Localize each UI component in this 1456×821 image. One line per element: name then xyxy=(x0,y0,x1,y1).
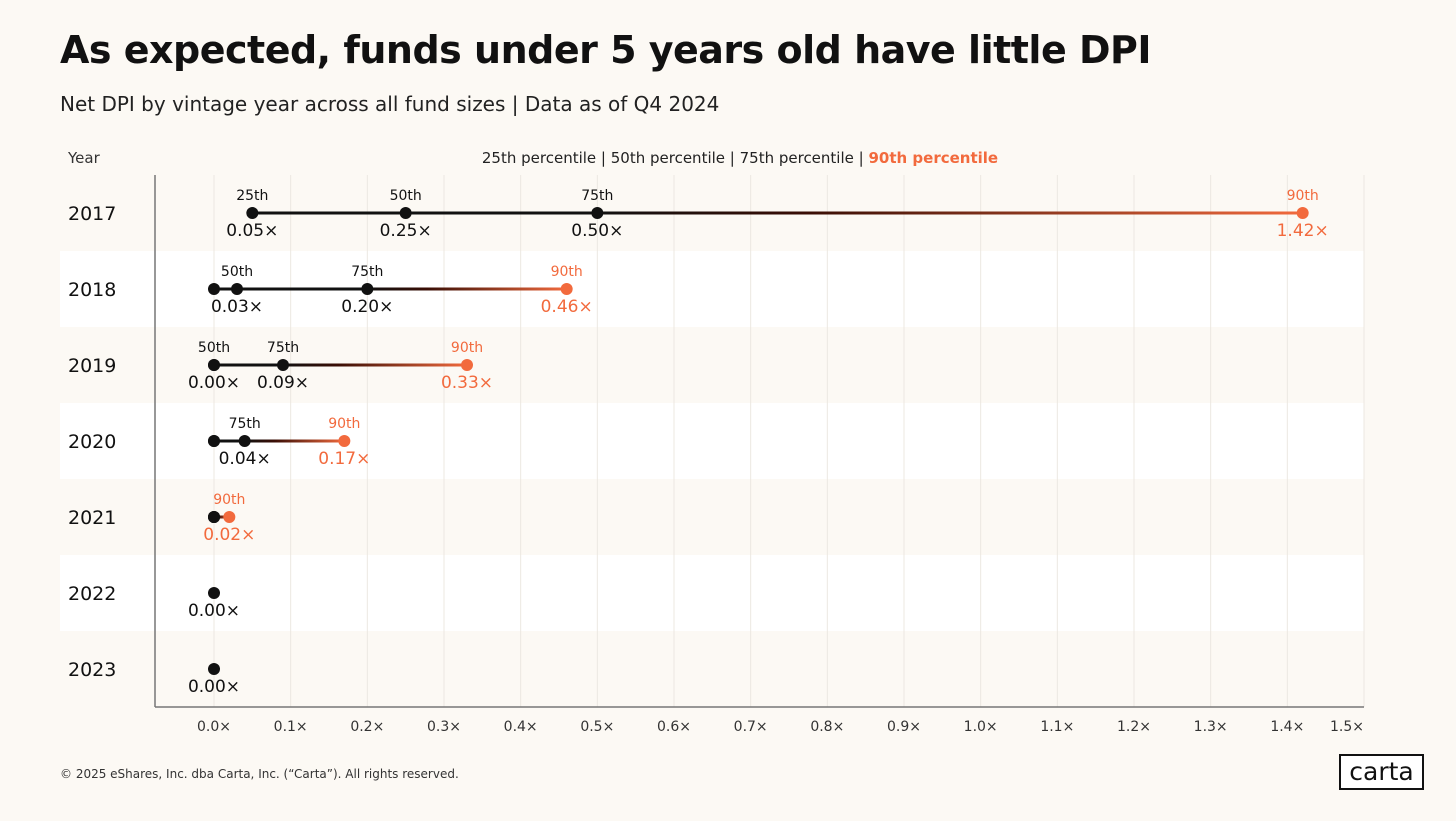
x-tick-label: 1.1× xyxy=(1040,719,1074,735)
percentile-label: 25th xyxy=(236,188,268,204)
percentile-label: 90th xyxy=(451,340,483,356)
year-label: 2017 xyxy=(68,203,116,225)
percentile-label: 75th xyxy=(351,264,383,280)
legend-separator: | xyxy=(596,149,611,167)
value-label: 0.46× xyxy=(541,297,593,317)
point-50th xyxy=(208,359,220,371)
point-75th xyxy=(238,435,251,447)
percentile-label: 90th xyxy=(1287,188,1319,204)
x-tick-label: 0.2× xyxy=(350,719,384,735)
chart-subtitle: Net DPI by vintage year across all fund … xyxy=(60,92,720,116)
point-90th xyxy=(1296,207,1309,219)
x-tick-label: 0.0× xyxy=(197,719,231,735)
point-50th xyxy=(399,207,412,219)
x-tick-label: 1.2× xyxy=(1117,719,1151,735)
point-50th xyxy=(231,283,243,295)
year-label: 2020 xyxy=(68,431,116,453)
x-tick-label: 0.5× xyxy=(580,719,614,735)
copyright-footer: © 2025 eShares, Inc. dba Carta, Inc. (“C… xyxy=(60,767,459,781)
chart-title: As expected, funds under 5 years old hav… xyxy=(60,28,1152,72)
legend: 25th percentile | 50th percentile | 75th… xyxy=(482,149,998,167)
percentile-label: 50th xyxy=(198,340,230,356)
point-all xyxy=(208,663,220,675)
year-label: 2019 xyxy=(68,355,116,377)
year-label: 2021 xyxy=(68,507,116,529)
legend-separator: | xyxy=(725,149,740,167)
value-label: 0.05× xyxy=(226,221,278,241)
legend-item: 25th percentile xyxy=(482,149,596,167)
point-90th xyxy=(560,283,573,295)
point-75th xyxy=(277,359,289,371)
year-label: 2018 xyxy=(68,279,116,301)
point-50th xyxy=(208,435,220,447)
x-tick-label: 1.5× xyxy=(1330,719,1364,735)
percentile-label: 50th xyxy=(390,188,422,204)
percentile-label: 75th xyxy=(229,416,261,432)
percentile-label: 90th xyxy=(213,492,245,508)
legend-item: 75th percentile xyxy=(740,149,854,167)
value-label: 0.00× xyxy=(188,677,240,697)
point-90th xyxy=(223,511,236,523)
point-25th xyxy=(246,207,259,219)
carta-logo: carta xyxy=(1339,754,1424,790)
value-label: 0.00× xyxy=(188,373,240,393)
x-tick-label: 0.4× xyxy=(504,719,538,735)
point-90th xyxy=(461,359,473,371)
x-tick-label: 0.9× xyxy=(887,719,921,735)
row-band xyxy=(60,555,1364,631)
point-75th xyxy=(361,283,374,295)
x-tick-label: 0.8× xyxy=(810,719,844,735)
point-90th xyxy=(338,435,351,447)
x-tick-label: 1.4× xyxy=(1270,719,1304,735)
value-label: 0.17× xyxy=(318,449,370,469)
point-all xyxy=(208,587,220,599)
value-label: 0.00× xyxy=(188,601,240,621)
percentile-label: 50th xyxy=(221,264,253,280)
value-label: 0.02× xyxy=(203,525,255,545)
percentile-label: 90th xyxy=(551,264,583,280)
value-label: 0.03× xyxy=(211,297,263,317)
point-25th xyxy=(208,283,220,295)
value-label: 0.50× xyxy=(571,221,623,241)
value-label: 0.04× xyxy=(219,449,271,469)
legend-item: 90th percentile xyxy=(868,149,998,167)
x-tick-label: 0.7× xyxy=(734,719,768,735)
point-75th xyxy=(208,511,220,523)
percentile-label: 75th xyxy=(267,340,299,356)
percentile-label: 90th xyxy=(328,416,360,432)
y-axis-title: Year xyxy=(67,149,101,167)
value-label: 1.42× xyxy=(1277,221,1329,241)
year-label: 2022 xyxy=(68,583,116,605)
legend-separator: | xyxy=(854,149,869,167)
year-label: 2023 xyxy=(68,659,116,681)
percentile-label: 75th xyxy=(581,188,613,204)
legend-item: 50th percentile xyxy=(611,149,725,167)
x-tick-label: 0.1× xyxy=(274,719,308,735)
point-75th xyxy=(591,207,604,219)
x-tick-label: 1.3× xyxy=(1194,719,1228,735)
value-label: 0.25× xyxy=(380,221,432,241)
x-tick-label: 0.3× xyxy=(427,719,461,735)
x-tick-label: 0.6× xyxy=(657,719,691,735)
value-label: 0.20× xyxy=(341,297,393,317)
x-tick-label: 1.0× xyxy=(964,719,998,735)
value-label: 0.33× xyxy=(441,373,493,393)
value-label: 0.09× xyxy=(257,373,309,393)
